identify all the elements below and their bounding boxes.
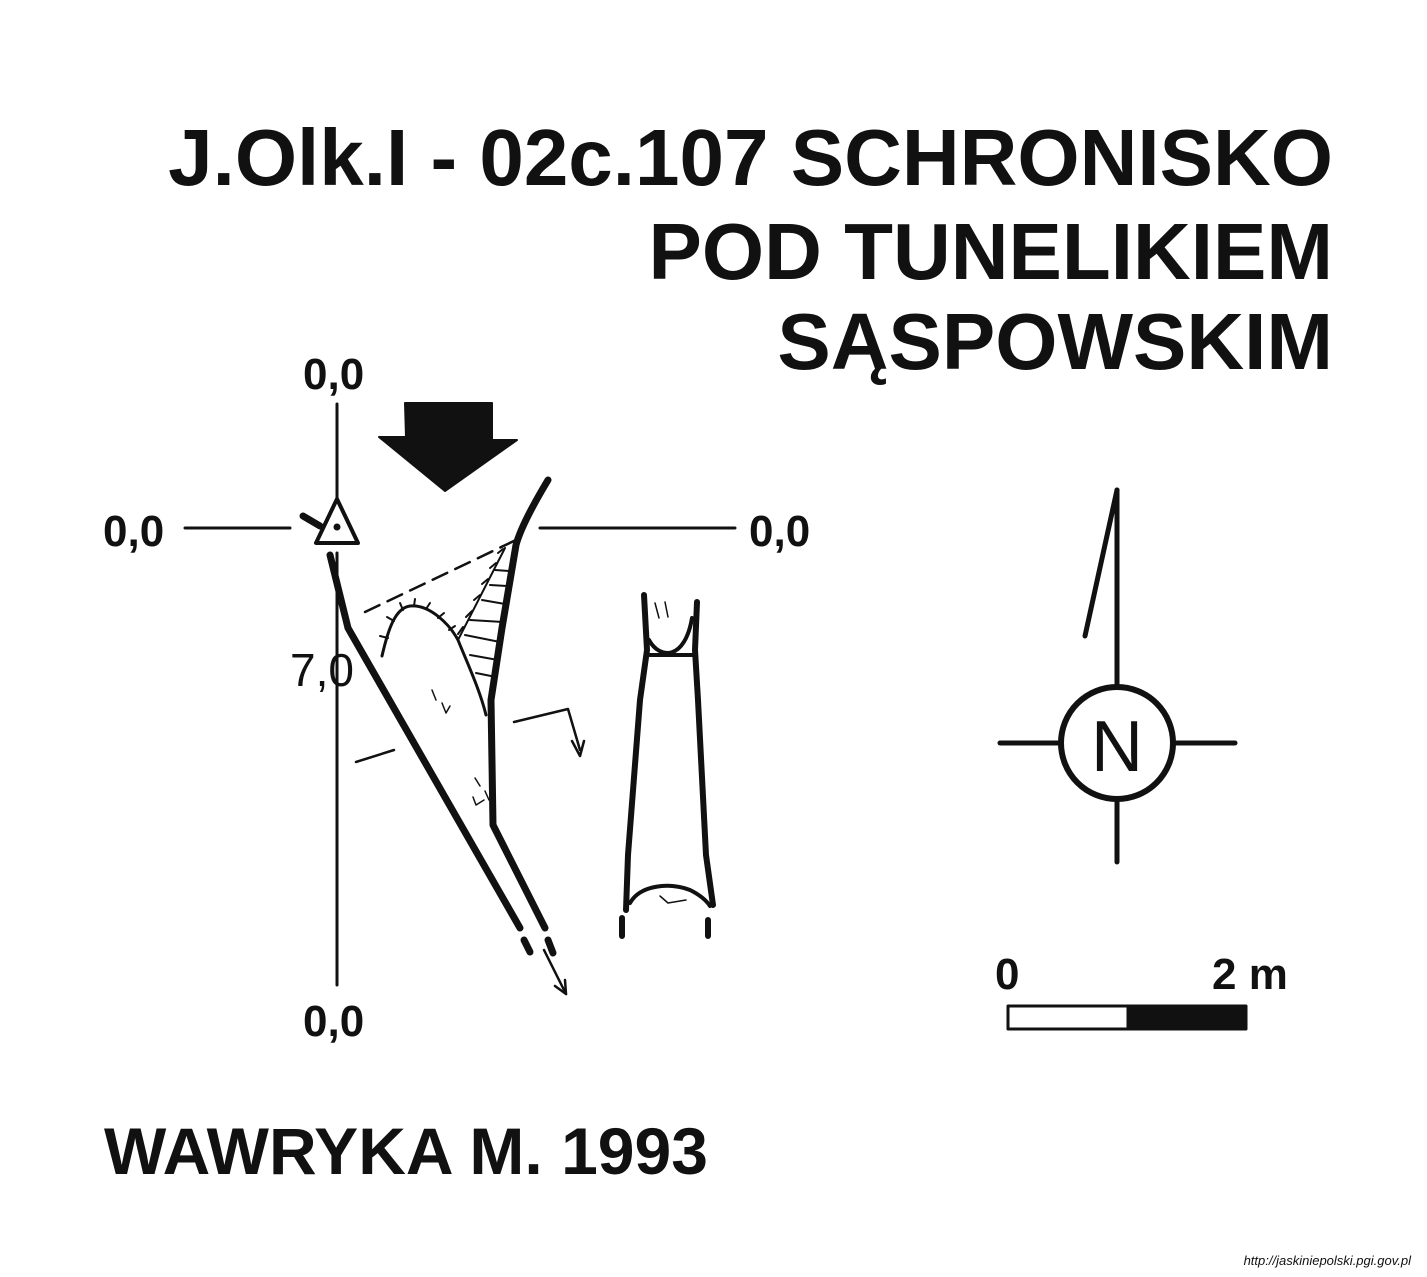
title-line-1: J.Olk.I - 02c.107 SCHRONISKO [168, 113, 1333, 202]
title-line-3: SĄSPOWSKIM [777, 297, 1333, 386]
north-compass-icon [997, 487, 1238, 865]
debris-ticks [379, 548, 504, 639]
rock-marks [431, 601, 687, 904]
cave-wall-right-end [544, 936, 557, 957]
scale-bar [1006, 1004, 1248, 1031]
ceiling-dashed-line [363, 538, 518, 614]
survey-axes [183, 402, 737, 987]
author-credit: WAWRYKA M. 1993 [104, 1114, 708, 1188]
compass-letter: N [1091, 707, 1143, 787]
continuation-arrow-icon [542, 948, 568, 996]
axis-label-left: 0,0 [103, 507, 165, 556]
axis-label-right: 0,0 [749, 507, 811, 556]
source-url: http://jaskiniepolski.pgi.gov.pl [1243, 1253, 1411, 1268]
cave-cross-section [619, 592, 716, 939]
axis-label-top: 0,0 [303, 350, 365, 399]
section-marker [354, 707, 586, 764]
axis-label-bottom: 0,0 [303, 997, 365, 1046]
scale-start-label: 0 [995, 950, 1020, 999]
title-line-2: POD TUNELIKIEM [648, 207, 1333, 296]
depth-label: 7,0 [290, 644, 354, 696]
scale-end-label: 2 m [1212, 950, 1288, 999]
debris-outline [380, 604, 488, 717]
survey-station-icon [299, 497, 360, 545]
entrance-arrow-icon [378, 402, 518, 492]
cave-wall-left-end [520, 936, 534, 956]
cave-wall-left [326, 551, 524, 932]
cave-wall-right [487, 476, 552, 932]
slope-hatching [457, 547, 510, 678]
